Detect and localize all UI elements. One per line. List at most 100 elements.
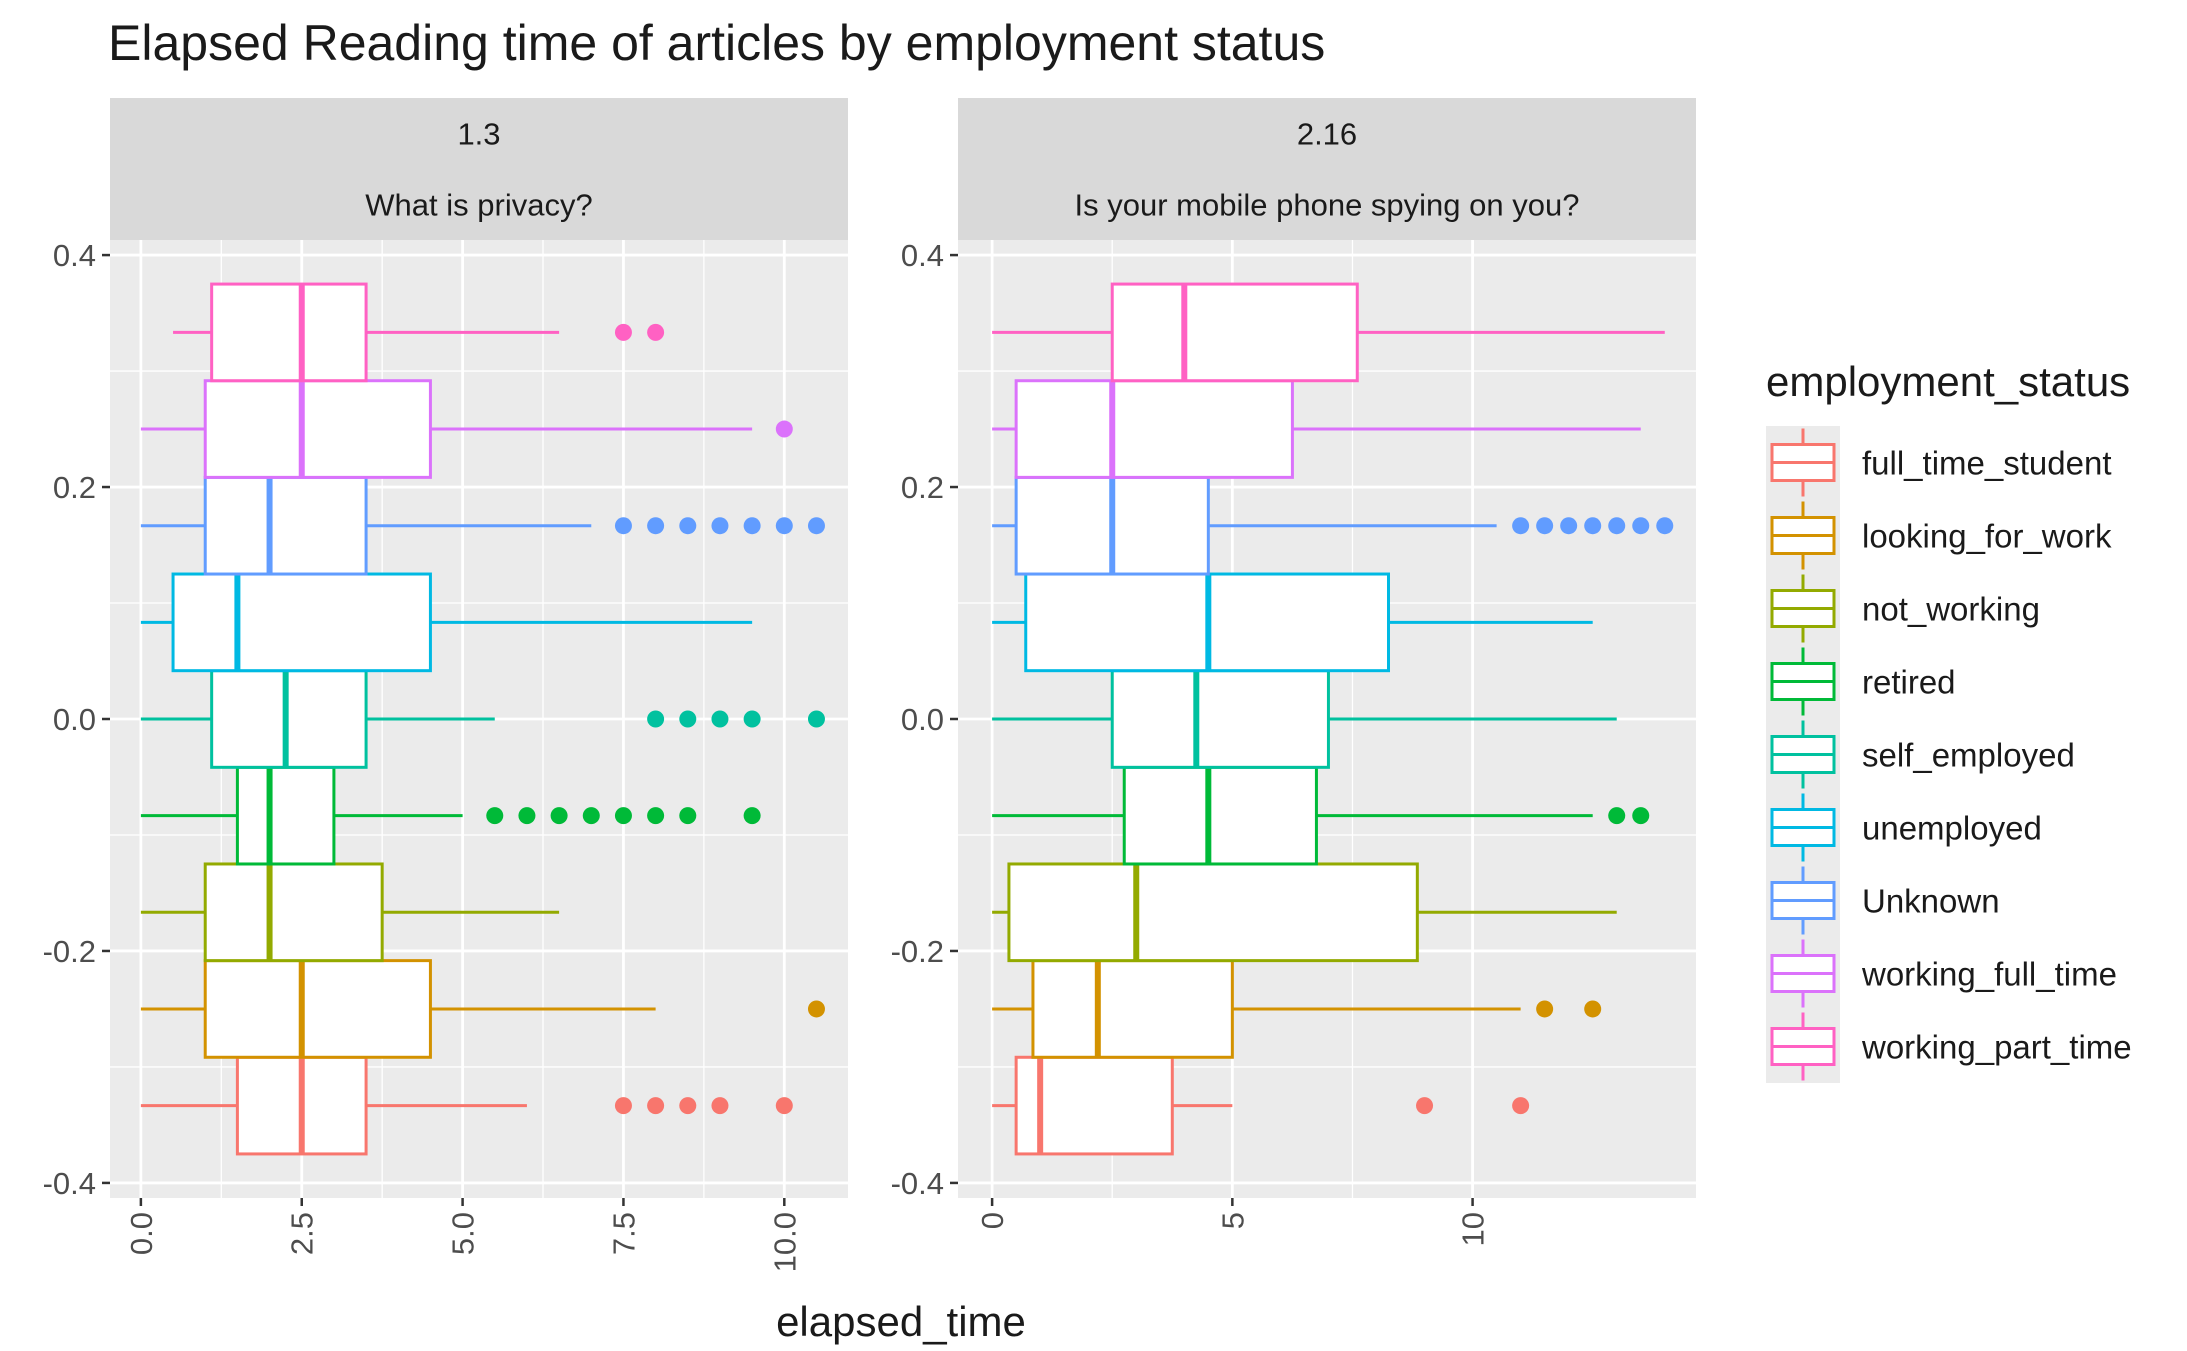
box-group xyxy=(992,572,1593,673)
x-tick-label: 10 xyxy=(1456,1212,1491,1246)
box-group xyxy=(140,959,825,1059)
legend-label: retired xyxy=(1862,664,1956,701)
legend-label: self_employed xyxy=(1862,737,2075,774)
outlier xyxy=(614,1097,632,1115)
outlier xyxy=(518,807,536,825)
outlier xyxy=(1608,517,1626,535)
box xyxy=(1110,669,1330,769)
strip-label: Is your mobile phone spying on you? xyxy=(1075,188,1580,223)
y-tick-label: -0.4 xyxy=(43,1166,96,1201)
box xyxy=(1007,862,1419,963)
y-tick-label: 0.2 xyxy=(53,470,96,505)
legend-label: working_full_time xyxy=(1861,956,2117,993)
y-tick-label: 0.2 xyxy=(901,470,944,505)
outlier xyxy=(582,807,600,825)
box-group xyxy=(140,1055,793,1156)
outlier xyxy=(807,710,825,728)
x-tick-label: 7.5 xyxy=(606,1212,641,1255)
outlier xyxy=(743,710,761,728)
box xyxy=(203,862,384,963)
legend-item: working_part_time xyxy=(1770,1012,2132,1081)
x-axis-title: elapsed_time xyxy=(776,1298,1026,1345)
x-tick-label: 0 xyxy=(975,1212,1010,1229)
outlier xyxy=(711,710,729,728)
box-group xyxy=(173,282,665,383)
box xyxy=(1031,959,1234,1059)
box-group xyxy=(992,959,1602,1059)
outlier xyxy=(1536,517,1554,535)
legend-label: working_part_time xyxy=(1861,1029,2132,1066)
y-tick-label: 0.4 xyxy=(901,238,944,273)
legend-label: unemployed xyxy=(1862,810,2042,847)
box xyxy=(210,282,368,383)
legend-item: self_employed xyxy=(1770,720,2075,789)
legend-item: retired xyxy=(1770,647,1956,716)
x-tick-label: 10.0 xyxy=(767,1212,802,1272)
outlier xyxy=(743,807,761,825)
box xyxy=(203,959,432,1059)
legend-label: looking_for_work xyxy=(1862,518,2112,555)
legend-item: full_time_student xyxy=(1770,428,2111,497)
box xyxy=(235,765,336,866)
strip-label: 2.16 xyxy=(1297,117,1357,152)
x-tick-label: 5.0 xyxy=(446,1212,481,1255)
outlier xyxy=(647,1097,665,1115)
outlier xyxy=(1512,517,1530,535)
box xyxy=(1014,379,1294,479)
box xyxy=(203,379,432,479)
outlier xyxy=(679,807,697,825)
outlier xyxy=(1656,517,1674,535)
strip-background xyxy=(110,98,848,240)
legend-item: Unknown xyxy=(1770,866,2000,935)
box xyxy=(1122,765,1318,866)
outlier xyxy=(1416,1097,1434,1115)
box-group xyxy=(140,669,825,769)
outlier xyxy=(1584,1000,1602,1018)
outlier xyxy=(679,710,697,728)
y-tick-label: 0.4 xyxy=(53,238,96,273)
legend-item: not_working xyxy=(1770,574,2040,643)
outlier xyxy=(614,517,632,535)
box xyxy=(210,669,368,769)
box-group xyxy=(992,475,1674,576)
outlier xyxy=(1632,517,1650,535)
box-group xyxy=(992,282,1665,383)
outlier xyxy=(647,710,665,728)
x-tick-label: 2.5 xyxy=(285,1212,320,1255)
outlier xyxy=(807,1000,825,1018)
box-group xyxy=(992,669,1617,769)
box-group xyxy=(140,379,793,479)
outlier xyxy=(679,517,697,535)
outlier xyxy=(679,1097,697,1115)
y-tick-label: 0.0 xyxy=(53,702,96,737)
outlier xyxy=(486,807,504,825)
outlier xyxy=(1512,1097,1530,1115)
outlier xyxy=(775,517,793,535)
strip-label: 1.3 xyxy=(457,117,500,152)
outlier xyxy=(807,517,825,535)
outlier xyxy=(775,420,793,438)
legend-label: full_time_student xyxy=(1862,445,2111,482)
outlier xyxy=(711,517,729,535)
box-group xyxy=(992,379,1641,479)
x-tick-label: 5 xyxy=(1215,1212,1250,1229)
legend-title: employment_status xyxy=(1766,358,2130,405)
y-tick-label: 0.0 xyxy=(901,702,944,737)
outlier xyxy=(614,807,632,825)
legend-item: working_full_time xyxy=(1770,939,2117,1008)
chart-title: Elapsed Reading time of articles by empl… xyxy=(108,15,1325,71)
outlier xyxy=(1560,517,1578,535)
outlier xyxy=(647,807,665,825)
box xyxy=(171,572,432,673)
legend-label: not_working xyxy=(1862,591,2040,628)
outlier xyxy=(743,517,761,535)
y-tick-label: -0.2 xyxy=(891,934,944,969)
y-tick-label: -0.2 xyxy=(43,934,96,969)
y-tick-label: -0.4 xyxy=(891,1166,944,1201)
box xyxy=(203,475,368,576)
strip-label: What is privacy? xyxy=(365,188,592,223)
box-group xyxy=(140,862,560,963)
outlier xyxy=(647,517,665,535)
legend-item: unemployed xyxy=(1770,793,2042,862)
